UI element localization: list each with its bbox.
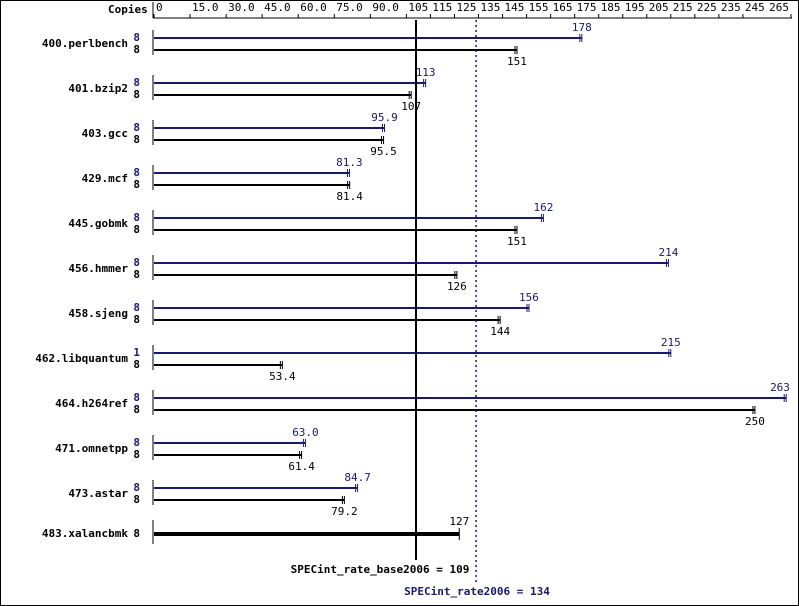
value-label: 61.4 bbox=[288, 460, 315, 473]
value-label: 84.7 bbox=[344, 471, 371, 484]
benchmark-label: 483.xalancbmk bbox=[42, 527, 128, 540]
copies: 8 bbox=[133, 448, 140, 461]
x-tick-label: 45.0 bbox=[264, 1, 291, 14]
reference-label: SPECint_rate2006 = 134 bbox=[404, 585, 550, 598]
x-tick-label: 135 bbox=[481, 1, 501, 14]
value-label: 162 bbox=[533, 201, 553, 214]
copies: 8 bbox=[133, 133, 140, 146]
value-label: 63.0 bbox=[292, 426, 319, 439]
x-tick-label: 235 bbox=[721, 1, 741, 14]
copies: 8 bbox=[133, 493, 140, 506]
benchmark-label: 462.libquantum bbox=[35, 352, 128, 365]
base-copies: 8 bbox=[133, 527, 140, 540]
x-tick-label: 195 bbox=[625, 1, 645, 14]
copies: 8 bbox=[133, 31, 140, 44]
value-label: 95.9 bbox=[371, 111, 398, 124]
x-tick-label: 90.0 bbox=[372, 1, 399, 14]
copies: 8 bbox=[133, 313, 140, 326]
copies: 8 bbox=[133, 88, 140, 101]
copies: 8 bbox=[133, 436, 140, 449]
x-tick-label: 125 bbox=[456, 1, 476, 14]
base-value-label: 127 bbox=[449, 515, 469, 528]
benchmark-label: 464.h264ref bbox=[55, 397, 128, 410]
copies: 8 bbox=[133, 391, 140, 404]
x-tick-label: 105 bbox=[408, 1, 428, 14]
value-label: 215 bbox=[661, 336, 681, 349]
x-tick-label: 0 bbox=[156, 1, 163, 14]
copies: 8 bbox=[133, 121, 140, 134]
x-tick-label: 75.0 bbox=[336, 1, 363, 14]
benchmark-label: 473.astar bbox=[68, 487, 128, 500]
x-tick-label: 145 bbox=[505, 1, 525, 14]
benchmark-label: 471.omnetpp bbox=[55, 442, 128, 455]
value-label: 250 bbox=[745, 415, 765, 428]
value-label: 178 bbox=[572, 21, 592, 34]
x-tick-label: 175 bbox=[577, 1, 597, 14]
axis-title: Copies bbox=[108, 3, 148, 16]
x-tick-label: 155 bbox=[529, 1, 549, 14]
value-label: 95.5 bbox=[370, 145, 397, 158]
value-label: 53.4 bbox=[269, 370, 296, 383]
copies: 8 bbox=[133, 178, 140, 191]
x-tick-label: 30.0 bbox=[228, 1, 255, 14]
x-tick-label: 205 bbox=[649, 1, 669, 14]
benchmark-label: 456.hmmer bbox=[68, 262, 128, 275]
x-tick-label: 185 bbox=[601, 1, 621, 14]
benchmark-label: 445.gobmk bbox=[68, 217, 128, 230]
x-tick-label: 15.0 bbox=[192, 1, 219, 14]
x-tick-label: 265 bbox=[769, 1, 789, 14]
benchmark-label: 403.gcc bbox=[82, 127, 128, 140]
value-label: 144 bbox=[490, 325, 510, 338]
copies: 8 bbox=[133, 301, 140, 314]
reference-label: SPECint_rate_base2006 = 109 bbox=[291, 563, 470, 576]
copies: 8 bbox=[133, 43, 140, 56]
benchmark-label: 401.bzip2 bbox=[68, 82, 128, 95]
copies: 1 bbox=[133, 346, 140, 359]
copies: 8 bbox=[133, 76, 140, 89]
copies: 8 bbox=[133, 211, 140, 224]
benchmark-label: 429.mcf bbox=[82, 172, 128, 185]
value-label: 126 bbox=[447, 280, 467, 293]
value-label: 263 bbox=[770, 381, 790, 394]
value-label: 107 bbox=[401, 100, 421, 113]
value-label: 151 bbox=[507, 235, 527, 248]
copies: 8 bbox=[133, 403, 140, 416]
value-label: 79.2 bbox=[331, 505, 358, 518]
x-tick-label: 245 bbox=[745, 1, 765, 14]
copies: 8 bbox=[133, 268, 140, 281]
benchmark-label: 400.perlbench bbox=[42, 37, 128, 50]
copies: 8 bbox=[133, 358, 140, 371]
value-label: 81.3 bbox=[336, 156, 363, 169]
value-label: 81.4 bbox=[336, 190, 363, 203]
benchmark-label: 458.sjeng bbox=[68, 307, 128, 320]
x-tick-label: 115 bbox=[432, 1, 452, 14]
value-label: 113 bbox=[416, 66, 436, 79]
x-tick-label: 60.0 bbox=[300, 1, 327, 14]
copies: 8 bbox=[133, 223, 140, 236]
x-tick-label: 215 bbox=[673, 1, 693, 14]
copies: 8 bbox=[133, 481, 140, 494]
value-label: 214 bbox=[658, 246, 678, 259]
value-label: 151 bbox=[507, 55, 527, 68]
value-label: 156 bbox=[519, 291, 539, 304]
copies: 8 bbox=[133, 166, 140, 179]
x-tick-label: 225 bbox=[697, 1, 717, 14]
x-tick-label: 165 bbox=[553, 1, 573, 14]
copies: 8 bbox=[133, 256, 140, 269]
